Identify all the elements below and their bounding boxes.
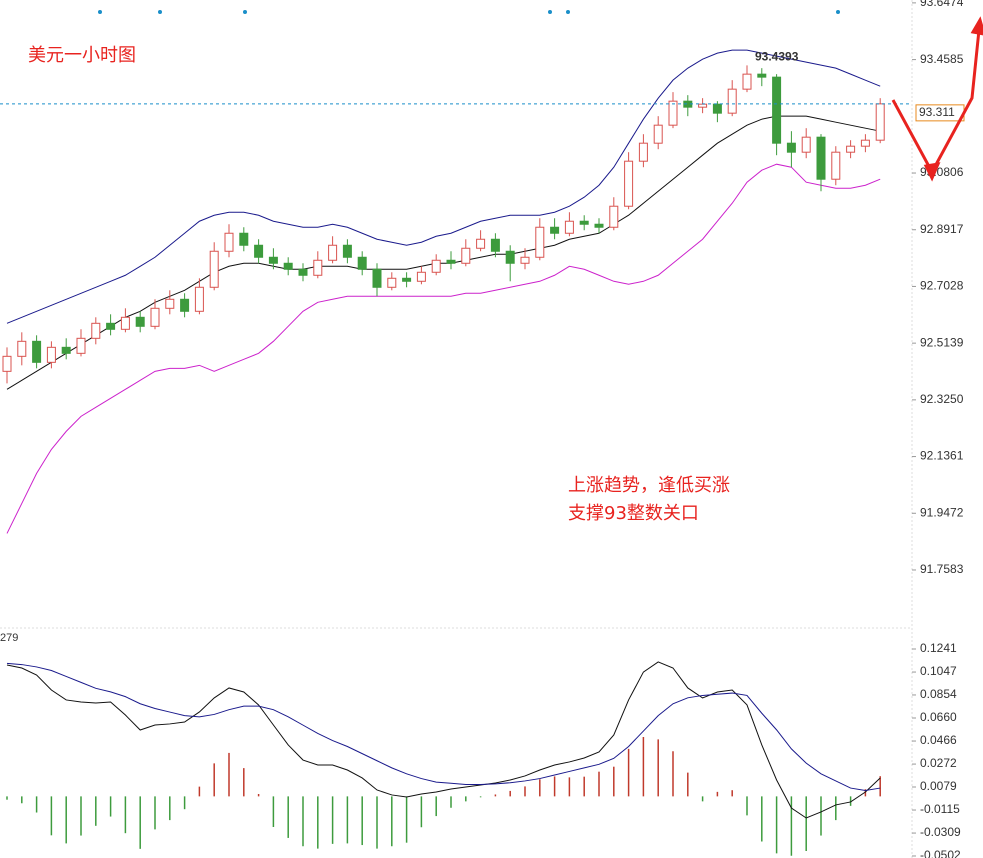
candle-body xyxy=(17,340,27,357)
candle-body xyxy=(801,136,811,153)
y-tick-label: 0.0272 xyxy=(920,756,957,770)
candle-body xyxy=(816,136,826,180)
current-price-label: 93.311 xyxy=(919,105,955,119)
candle-body xyxy=(180,298,190,312)
candle-body xyxy=(742,73,752,90)
candle-body xyxy=(712,103,722,114)
y-tick-label: -0.0309 xyxy=(920,825,961,839)
annotation: 支撑93整数关口 xyxy=(568,503,699,524)
candle-body xyxy=(239,232,249,246)
y-tick-label: 91.9472 xyxy=(920,505,964,519)
candle-body xyxy=(268,256,278,264)
chart-title: 美元一小时图 xyxy=(28,45,136,66)
candle-body xyxy=(594,223,604,228)
y-tick-label: 92.8917 xyxy=(920,222,964,236)
y-tick-label: -0.0115 xyxy=(920,802,960,816)
candle-body xyxy=(535,226,545,258)
candle-body xyxy=(638,142,648,162)
candle-body xyxy=(2,355,12,372)
candle-body xyxy=(490,238,500,252)
candle-body xyxy=(624,160,634,207)
candle-body xyxy=(772,76,782,144)
candle-body xyxy=(860,139,870,147)
candle-body xyxy=(402,277,412,282)
candle-body xyxy=(668,100,678,126)
forecast-arrow xyxy=(891,16,983,182)
candle-body xyxy=(165,298,175,309)
candle-body xyxy=(446,259,456,264)
y-tick-label: 0.0466 xyxy=(920,733,957,747)
candle-body xyxy=(313,259,323,276)
candle-body xyxy=(150,307,160,327)
candle-body xyxy=(91,322,101,339)
candle-body xyxy=(609,205,619,228)
candle-body xyxy=(120,316,130,330)
candle-body xyxy=(476,238,486,249)
max-label: 93.4393 xyxy=(755,50,799,64)
candle-body xyxy=(431,259,441,273)
candle-body xyxy=(831,151,841,180)
candle-body xyxy=(875,103,885,141)
candle-body xyxy=(372,268,382,288)
y-tick-label: 0.0854 xyxy=(920,687,957,701)
candle-body xyxy=(298,268,308,276)
candle-body xyxy=(46,346,56,363)
y-tick-label: 92.5139 xyxy=(920,335,964,349)
y-tick-label: 0.0079 xyxy=(920,779,957,793)
candle-body xyxy=(224,232,234,252)
candle-body xyxy=(76,337,86,354)
candle-body xyxy=(579,220,589,225)
candle-body xyxy=(283,262,293,270)
candle-body xyxy=(653,124,663,144)
candle-body xyxy=(505,250,515,264)
candle-body xyxy=(357,256,367,270)
candle-body xyxy=(461,247,471,264)
candle-body xyxy=(61,346,71,354)
candle-body xyxy=(550,226,560,234)
y-tick-label: 92.3250 xyxy=(920,392,964,406)
candle-body xyxy=(757,73,767,78)
y-tick-label: 92.7028 xyxy=(920,279,964,293)
indicator-line xyxy=(6,115,881,390)
indicator-line xyxy=(6,661,881,819)
indicator-line xyxy=(6,163,881,534)
candle-body xyxy=(416,271,426,282)
candle-body xyxy=(194,286,204,312)
y-tick-label: -0.0502 xyxy=(920,848,961,858)
candle-body xyxy=(387,277,397,288)
candle-body xyxy=(342,244,352,258)
indicator-label: 279 xyxy=(0,632,18,644)
candle-body xyxy=(106,322,116,330)
candle-body xyxy=(254,244,264,258)
y-tick-label: 0.1047 xyxy=(920,664,957,678)
candle-body xyxy=(520,256,530,264)
y-tick-label: 93.4585 xyxy=(920,52,964,66)
y-tick-label: 91.7583 xyxy=(920,562,964,576)
y-tick-label: 92.1361 xyxy=(920,449,964,463)
candle-body xyxy=(786,142,796,153)
candle-body xyxy=(32,340,42,363)
y-tick-label: 93.6474 xyxy=(920,0,964,9)
candle-body xyxy=(846,145,856,153)
candle-body xyxy=(564,220,574,234)
annotation: 上涨趋势，逢低买涨 xyxy=(568,475,730,496)
candle-body xyxy=(328,244,338,261)
indicator-line xyxy=(6,49,881,324)
time-dots xyxy=(98,10,840,14)
y-tick-label: 0.0660 xyxy=(920,710,957,724)
y-tick-label: 0.1241 xyxy=(920,641,957,655)
indicator-line xyxy=(6,662,881,791)
candle-body xyxy=(209,250,219,288)
candle-body xyxy=(698,103,708,108)
candle-body xyxy=(135,316,145,327)
candle-body xyxy=(727,88,737,114)
